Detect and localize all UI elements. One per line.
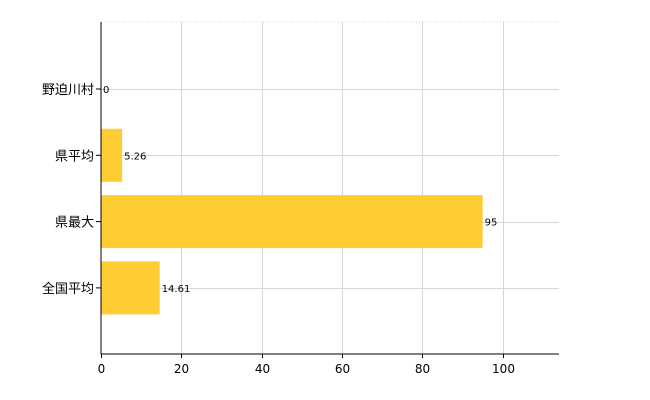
grid-lines bbox=[101, 21, 559, 354]
data-label: 14.61 bbox=[162, 284, 191, 295]
x-tick-label: 20 bbox=[174, 362, 189, 376]
y-category-label: 県最大 bbox=[55, 216, 94, 231]
bars-group bbox=[101, 128, 483, 315]
data-label: 95 bbox=[485, 218, 498, 229]
y-category-label: 野迫川村 bbox=[42, 83, 94, 98]
data-label: 0 bbox=[103, 85, 109, 96]
x-tick-label: 80 bbox=[415, 362, 430, 376]
x-tick-label: 0 bbox=[98, 362, 106, 376]
data-labels-group: 0 5.26 95 14.61 bbox=[103, 85, 497, 295]
y-category-label: 全国平均 bbox=[42, 281, 94, 297]
bar bbox=[101, 195, 483, 249]
y-category-label: 県平均 bbox=[55, 149, 94, 164]
data-label: 5.26 bbox=[124, 151, 146, 162]
bar bbox=[101, 128, 123, 182]
x-tick-label: 100 bbox=[492, 362, 515, 376]
x-ticks-group: 0 20 40 60 80 100 bbox=[98, 354, 515, 376]
x-tick-label: 60 bbox=[335, 362, 350, 376]
bar bbox=[101, 261, 160, 315]
x-tick-label: 40 bbox=[255, 362, 270, 376]
axes-group bbox=[100, 22, 559, 355]
